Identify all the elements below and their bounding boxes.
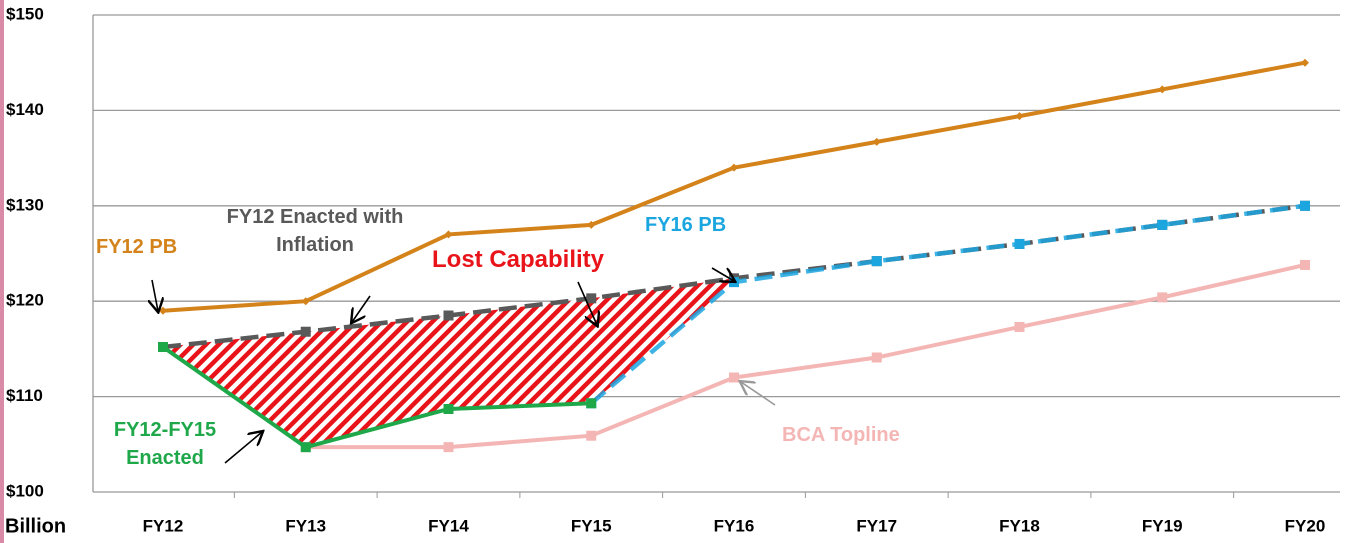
series-label: FY12 Enacted with Inflation [226, 206, 404, 256]
x-tick-label: FY16 [714, 516, 755, 535]
x-tick-label: FY14 [428, 516, 469, 535]
point-marker [1014, 238, 1025, 249]
point-marker [1157, 219, 1168, 230]
series-label: FY12 PB [96, 236, 178, 258]
point-marker [586, 430, 597, 441]
y-tick-label: $140 [6, 100, 44, 119]
point-marker [443, 310, 454, 321]
x-tick-label: FY15 [571, 516, 612, 535]
arrow [352, 295, 371, 322]
point-marker [1157, 292, 1168, 303]
x-tick-label: FY17 [856, 516, 897, 535]
point-marker [1158, 85, 1167, 94]
arrow [577, 281, 597, 325]
point-marker [300, 442, 311, 453]
point-marker [872, 137, 881, 146]
point-marker [301, 297, 310, 306]
y-tick-label: $150 [6, 4, 44, 23]
point-marker [729, 372, 739, 383]
x-tick-label: FY13 [285, 516, 326, 535]
point-marker [587, 220, 596, 229]
arrow [224, 432, 262, 464]
point-marker [1300, 259, 1310, 270]
y-axis-label: Billion [5, 515, 66, 537]
x-tick-label: FY18 [999, 516, 1040, 535]
point-marker [1300, 200, 1310, 211]
series-label: FY12-FY15 Enacted [113, 419, 217, 469]
point-marker [1301, 58, 1309, 67]
edge-strip [0, 0, 4, 543]
arrow [152, 279, 158, 311]
y-tick-label: $100 [6, 481, 44, 500]
point-marker [871, 256, 882, 267]
arrow [741, 382, 776, 406]
point-marker [158, 341, 168, 352]
arrows [152, 267, 776, 464]
point-marker [300, 326, 311, 337]
annotation: Lost Capability [432, 246, 605, 273]
point-marker [443, 404, 454, 415]
series-line [161, 345, 592, 450]
y-tick-label: $120 [6, 291, 44, 310]
arrow [711, 267, 734, 281]
series-label: BCA Topline [782, 424, 900, 446]
point-marker [1015, 112, 1024, 121]
point-marker [159, 306, 167, 315]
point-marker [1014, 321, 1025, 332]
point-marker [443, 442, 454, 453]
x-tick-label: FY12 [143, 516, 184, 535]
y-tick-label: $130 [6, 195, 44, 214]
series-line [589, 203, 1306, 405]
point-marker [586, 398, 597, 409]
point-marker [444, 230, 453, 239]
series-label: FY16 PB [645, 214, 727, 236]
series-line [305, 262, 1306, 450]
y-tick-label: $110 [6, 386, 43, 405]
x-tick-label: FY20 [1285, 516, 1326, 535]
point-marker [871, 352, 882, 363]
point-marker [586, 293, 597, 304]
x-tick-label: FY19 [1142, 516, 1183, 535]
point-marker [730, 163, 738, 172]
